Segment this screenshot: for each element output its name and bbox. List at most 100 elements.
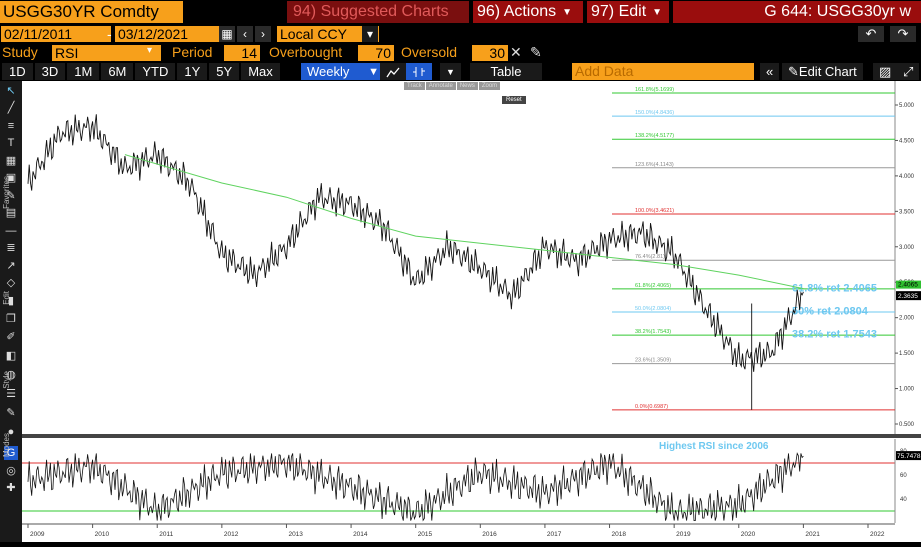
chevron-left-icon[interactable]: ‹ bbox=[237, 26, 253, 42]
add-data-field[interactable]: Add Data bbox=[572, 63, 754, 80]
style-icon[interactable]: ◍ bbox=[6, 369, 16, 381]
rsi-panel-bg bbox=[22, 439, 921, 523]
legend-icon[interactable]: ☰ bbox=[6, 388, 16, 400]
end-date-field[interactable]: 03/12/2021 bbox=[115, 26, 221, 42]
edit-section-label: Edit bbox=[2, 291, 11, 305]
oversold-field[interactable]: 30 bbox=[472, 45, 508, 61]
grid-icon[interactable]: ▦ bbox=[5, 155, 17, 167]
date-separator: - bbox=[107, 26, 112, 42]
fib-label: 0.0%(0.6987) bbox=[635, 404, 668, 410]
fib-label: 50.0%(2.0804) bbox=[635, 306, 671, 312]
panel-divider bbox=[22, 434, 921, 438]
price-axis-label: 0.500 bbox=[899, 422, 915, 428]
overbought-field[interactable]: 70 bbox=[358, 45, 394, 61]
start-date-field[interactable]: 02/11/2011 bbox=[1, 26, 111, 42]
price-axis-label: 2.000 bbox=[899, 316, 915, 322]
line-chart-icon[interactable] bbox=[380, 63, 406, 80]
chart-area[interactable]: 161.8%(5.1699) 150.0%(4.8436) 138.2%(4.517… bbox=[22, 81, 921, 542]
chevron-right-icon[interactable]: › bbox=[255, 26, 271, 42]
cursor-icon[interactable]: ↖ bbox=[6, 85, 16, 97]
overbought-label: Overbought bbox=[269, 44, 343, 60]
x-axis-label: 2018 bbox=[612, 531, 627, 538]
period-button-ytd[interactable]: YTD bbox=[135, 63, 176, 80]
text-tool-icon[interactable]: T bbox=[7, 137, 15, 149]
last-price-label: 2.3635 bbox=[898, 293, 918, 300]
chart-settings-icon[interactable]: ▨ bbox=[873, 63, 898, 80]
bar-chart-icon[interactable] bbox=[406, 63, 432, 80]
shape-tool-icon[interactable]: ◇ bbox=[6, 277, 16, 289]
chevron-down-icon[interactable]: ▼ bbox=[440, 63, 461, 80]
news-button[interactable]: News bbox=[456, 82, 478, 90]
expand-icon[interactable]: ⤢ bbox=[897, 63, 920, 80]
delete-icon[interactable]: ▮ bbox=[7, 295, 15, 307]
color-icon[interactable]: ● bbox=[7, 426, 15, 438]
currency-select[interactable]: Local CCY bbox=[277, 26, 379, 42]
x-axis-label: 2010 bbox=[95, 531, 110, 538]
rsi-axis-label: 40 bbox=[900, 497, 907, 503]
study-select[interactable]: RSI bbox=[52, 45, 161, 61]
edit-chart-label: Edit Chart bbox=[798, 64, 857, 79]
annotate-button[interactable]: Annotate bbox=[425, 82, 456, 90]
edit-menu[interactable]: 97) Edit ▼ bbox=[587, 1, 669, 23]
collapse-icon[interactable]: « bbox=[760, 63, 780, 80]
copy-icon[interactable]: ❐ bbox=[6, 313, 16, 325]
style-section-label: Style bbox=[2, 371, 11, 389]
pencil-icon[interactable]: ✎ bbox=[530, 44, 542, 60]
horizontal-line-icon[interactable]: — bbox=[5, 225, 17, 237]
retracement-annotation: 50% ret 2.0804 bbox=[792, 305, 869, 317]
redo-icon[interactable]: ↷ bbox=[890, 26, 916, 42]
chart-title: G 644: USGG30yr w bbox=[673, 1, 921, 23]
suggested-charts-button[interactable]: 94) Suggested Charts bbox=[287, 1, 469, 23]
arrow-tool-icon[interactable]: ↗ bbox=[6, 260, 16, 272]
x-axis-label: 2014 bbox=[353, 531, 368, 538]
ticker-field[interactable]: USGG30YR Comdty bbox=[0, 1, 183, 23]
highlighter-icon[interactable]: ✐ bbox=[6, 331, 16, 343]
date-bar: 02/11/2011 - 03/12/2021 ▦ ‹ › Local CCY … bbox=[0, 25, 921, 44]
x-axis-label: 2017 bbox=[547, 531, 562, 538]
undo-icon[interactable]: ↶ bbox=[858, 26, 884, 42]
price-axis-label: 3.500 bbox=[899, 209, 915, 215]
edit-label: 97) Edit bbox=[591, 3, 647, 20]
title-bar: USGG30YR Comdty 94) Suggested Charts 96)… bbox=[0, 0, 921, 25]
period-button-5y[interactable]: 5Y bbox=[209, 63, 240, 80]
x-axis-label: 2016 bbox=[482, 531, 497, 538]
period-buttons: 1D 3D 1M 6M YTD 1Y 5Y Max bbox=[2, 63, 282, 80]
camera-icon[interactable]: ▣ bbox=[5, 172, 17, 184]
rsi-annotation: Highest RSI since 2006 bbox=[659, 441, 769, 452]
target-icon[interactable]: ◎ bbox=[6, 465, 16, 477]
table-button[interactable]: Table bbox=[470, 63, 542, 80]
price-axis-label: 4.000 bbox=[899, 174, 915, 180]
chevron-down-icon[interactable]: ▾ bbox=[362, 26, 378, 42]
period-button-3d[interactable]: 3D bbox=[34, 63, 66, 80]
fib-label: 123.6%(4.1143) bbox=[635, 162, 674, 168]
fill-icon[interactable]: ◧ bbox=[5, 350, 17, 362]
calendar-icon[interactable]: ▦ bbox=[219, 26, 235, 42]
mode-icon[interactable]: G bbox=[4, 446, 18, 460]
brush-icon[interactable]: ✎ bbox=[6, 190, 16, 202]
crosshair-icon[interactable]: ✚ bbox=[6, 482, 16, 494]
chevron-down-icon: ▼ bbox=[562, 6, 573, 18]
ruler-icon[interactable]: ▤ bbox=[5, 207, 17, 219]
actions-menu[interactable]: 96) Actions ▼ bbox=[473, 1, 583, 23]
period-button-1d[interactable]: 1D bbox=[2, 63, 33, 80]
period-button-max[interactable]: Max bbox=[241, 63, 280, 80]
pencil-icon[interactable]: ✎ bbox=[6, 407, 16, 419]
track-button[interactable]: Track bbox=[404, 82, 425, 90]
period-field[interactable]: 14 bbox=[224, 45, 260, 61]
reset-button[interactable]: Reset bbox=[502, 96, 526, 104]
channel-icon[interactable]: ≣ bbox=[6, 242, 16, 254]
period-button-1m[interactable]: 1M bbox=[67, 63, 100, 80]
frequency-select[interactable]: Weekly ▼ bbox=[301, 63, 385, 80]
line-tool-icon[interactable]: ╱ bbox=[7, 102, 15, 114]
period-button-1y[interactable]: 1Y bbox=[177, 63, 208, 80]
fib-label: 38.2%(1.7543) bbox=[635, 329, 671, 335]
close-icon[interactable]: ✕ bbox=[510, 44, 522, 60]
zoom-button[interactable]: Zoom bbox=[478, 82, 501, 90]
modes-section-label: Modes bbox=[2, 433, 11, 458]
fibonacci-icon[interactable]: ≡ bbox=[7, 120, 15, 132]
period-button-6m[interactable]: 6M bbox=[101, 63, 134, 80]
edit-chart-button[interactable]: ✎ Edit Chart bbox=[782, 63, 863, 80]
price-axis-label: 3.000 bbox=[899, 245, 915, 251]
x-axis-label: 2021 bbox=[805, 531, 820, 538]
rsi-series-line bbox=[27, 452, 804, 522]
